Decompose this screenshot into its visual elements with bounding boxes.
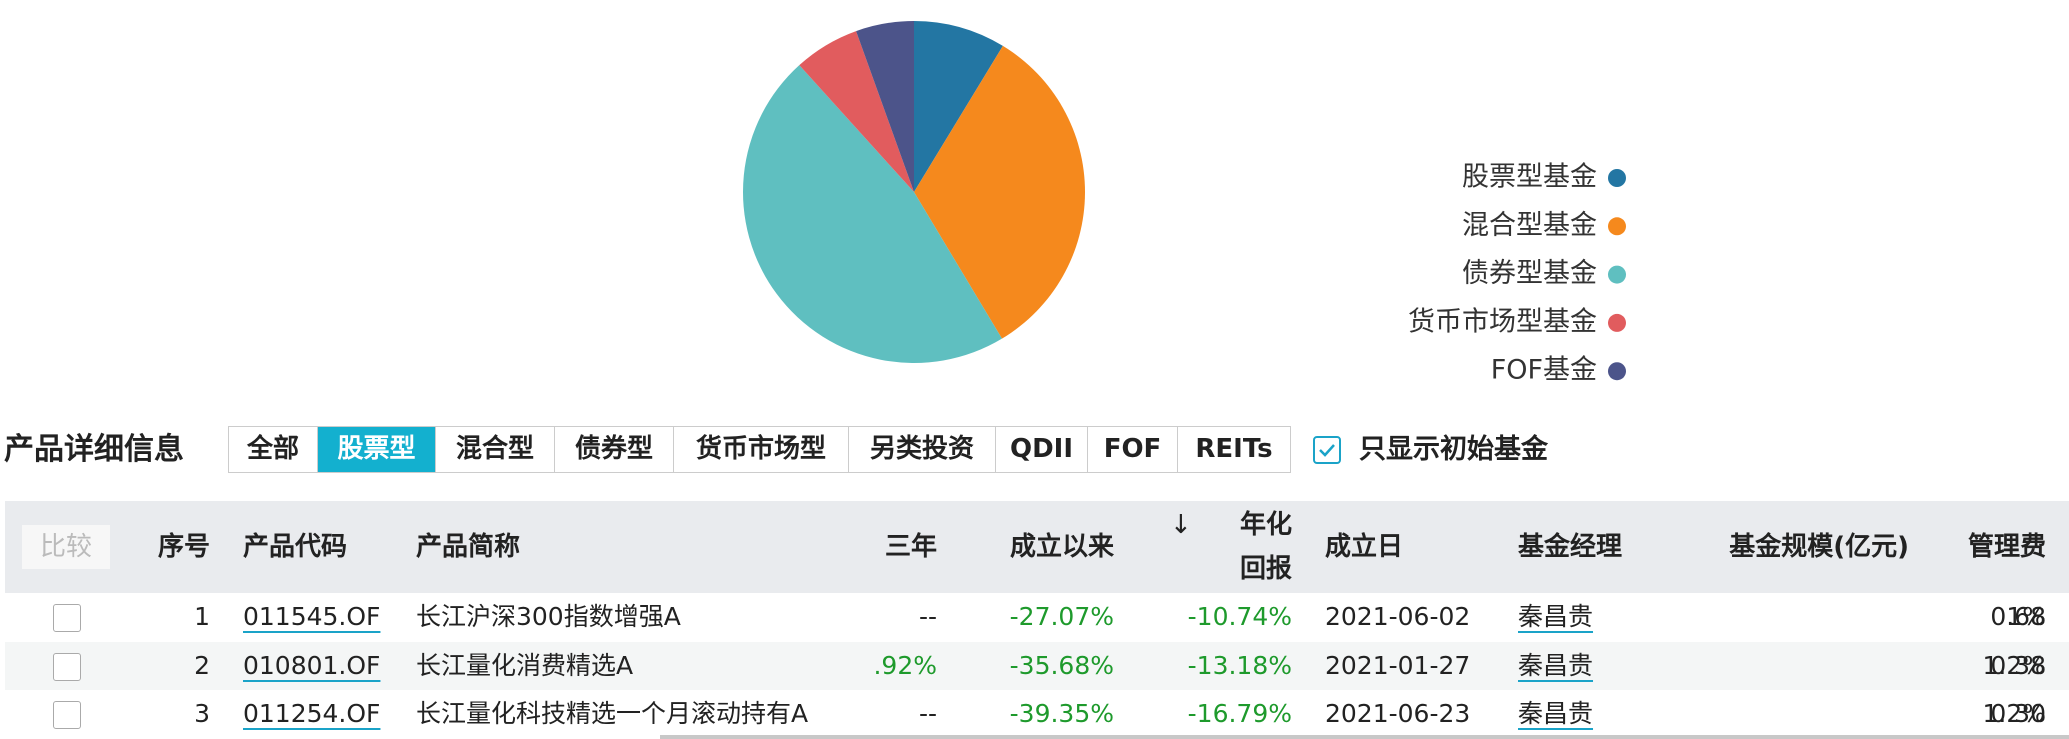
table-cell: -16.79% [1187,699,1292,728]
tab[interactable]: 货币市场型 [674,427,849,472]
checkbox-label[interactable]: 只显示初始基金 [1359,434,1548,465]
row-checkbox[interactable] [53,701,81,729]
legend-marker [1608,362,1626,381]
table-cell: 1% [2006,602,2046,631]
table-cell[interactable]: 秦昌贵 [1518,602,1594,631]
column-header[interactable]: 年化回报 [1239,510,1292,584]
legend-label: 混合型基金 [1462,210,1597,241]
table-cell: 2021-06-02 [1325,602,1471,631]
column-header[interactable]: 序号 [157,532,210,562]
table-cell: 0.68 [1990,602,2046,631]
table-cell[interactable]: 秦昌贵 [1518,699,1594,728]
sort-icon[interactable]: ↓ [1170,510,1192,540]
table-cell: 1.2% [1982,699,2046,728]
table-cell: -- [918,602,937,631]
tab-bar: 全部 股票型 混合型 债券型 货币市场型 另类投资 QDII FOF REITs [228,426,1291,473]
tab[interactable]: 债券型 [555,427,674,472]
legend-marker [1608,265,1626,284]
table-cell: 0.38 [1990,651,2046,680]
row-checkbox[interactable] [53,604,81,632]
column-header[interactable]: 三年 [884,532,937,562]
table-cell[interactable]: 010801.OF [243,651,381,680]
table-cell: 2 [194,651,210,680]
tab[interactable]: QDII [996,427,1088,472]
table-cell: -10.74% [1187,602,1292,631]
table-cell: -27.07% [1009,602,1114,631]
table-cell[interactable]: 011254.OF [243,699,381,728]
tab[interactable]: FOF [1088,427,1178,472]
table-cell: -- [918,699,937,728]
legend-label: 债券型基金 [1462,258,1597,289]
table-cell[interactable]: 秦昌贵 [1518,651,1594,680]
table-cell: -13.18% [1187,651,1292,680]
column-header[interactable]: 成立日 [1325,532,1404,562]
legend-label: 股票型基金 [1462,162,1597,193]
pie-slice [742,65,1002,364]
tab[interactable]: 全部 [229,427,318,472]
column-header[interactable]: 产品简称 [416,532,521,562]
table-header-bg [5,501,2069,593]
table-cell: 长江量化科技精选一个月滚动持有A [416,699,809,728]
scrollbar[interactable] [660,735,2069,739]
pie-slice [914,45,1086,339]
pie-slice [914,21,1003,192]
legend-marker [1608,217,1626,236]
legend-marker [1608,169,1626,187]
column-header[interactable]: 管理费 [1967,532,2046,562]
column-header[interactable]: 基金经理 [1518,532,1623,562]
table-cell: 2021-06-23 [1325,699,1471,728]
tab[interactable]: 另类投资 [849,427,996,472]
legend-label: FOF基金 [1491,355,1597,386]
table-cell: 长江沪深300指数增强A [416,602,681,631]
legend-label: 货币市场型基金 [1408,306,1597,337]
row-checkbox[interactable] [53,653,81,681]
tab[interactable]: REITs [1178,427,1290,472]
tab[interactable]: 混合型 [436,427,555,472]
table-cell: .92% [873,651,937,680]
table-cell: 1 [194,602,210,631]
column-header[interactable]: 产品代码 [243,532,348,562]
table-cell: -35.68% [1009,651,1114,680]
table-cell: 0.30 [1990,699,2046,728]
table-cell[interactable]: 011545.OF [243,602,381,631]
section-title: 产品详细信息 [4,432,184,467]
row-stripe [5,642,2069,690]
table-cell: 2021-01-27 [1325,651,1471,680]
pie-slice [799,31,914,192]
table-cell: 3 [194,699,210,728]
table-cell: -39.35% [1009,699,1114,728]
checkbox-checked[interactable] [1313,436,1341,464]
column-header: 比较 [22,525,110,569]
pie-slice [856,21,914,192]
legend-marker [1608,313,1626,332]
column-header[interactable]: 基金规模(亿元) [1729,532,1909,562]
table-cell: 1.2% [1982,651,2046,680]
column-header[interactable]: 成立以来 [1009,532,1114,562]
tab[interactable]: 股票型 [318,427,436,472]
table-cell: 长江量化消费精选A [416,651,634,680]
